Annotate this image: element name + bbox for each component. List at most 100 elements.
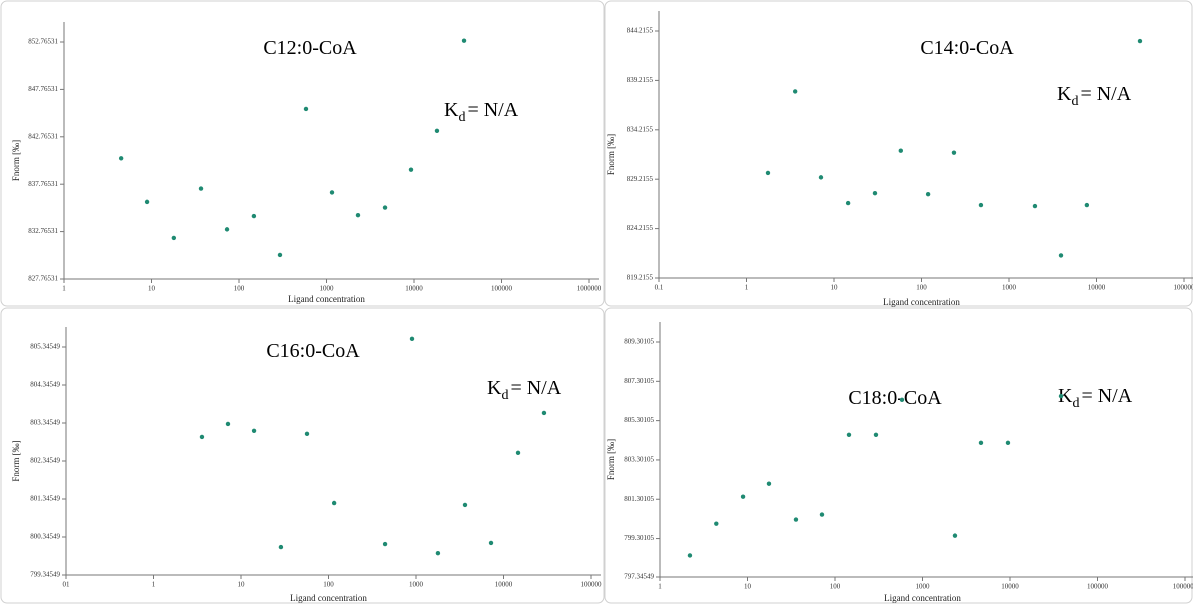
x-tick-label: 1000000 [1173, 583, 1193, 591]
panel-frame [604, 307, 1193, 604]
data-point [225, 421, 231, 427]
data-point [845, 200, 851, 206]
x-tick-label: 1000 [320, 285, 335, 293]
data-point [331, 500, 337, 506]
kd-value: = N/A [1080, 83, 1131, 105]
y-tick-label: 803.30105 [624, 456, 654, 464]
data-point [199, 434, 205, 440]
data-point [488, 540, 494, 546]
data-point [277, 252, 283, 258]
y-tick-label: 807.30105 [624, 377, 654, 385]
y-tick-label: 844.2155 [627, 27, 654, 35]
x-tick-label: 1 [62, 285, 66, 293]
x-axis-label: Ligand concentration [883, 297, 960, 307]
data-point [461, 38, 467, 43]
data-point [1005, 440, 1011, 446]
data-point [409, 336, 415, 342]
x-tick-label: 10 [744, 583, 752, 591]
data-point [171, 235, 177, 241]
kd-annotation: Kd = N/A [487, 377, 562, 403]
kd-annotation: Kd = N/A [1058, 385, 1133, 411]
y-tick-label: 842.76531 [28, 132, 58, 140]
panel-frame [0, 307, 605, 604]
kd-symbol: K [487, 377, 502, 399]
x-tick-label: 10000 [405, 285, 423, 293]
data-point [1084, 202, 1090, 208]
kd-subscript: d [1071, 94, 1078, 109]
data-point [872, 190, 878, 196]
data-point [765, 170, 771, 176]
x-tick-label: 10000 [495, 581, 513, 589]
data-point [1058, 393, 1064, 399]
y-tick-label: 801.30105 [624, 495, 654, 503]
y-tick-label: 829.2155 [627, 175, 654, 183]
panel-frame [604, 0, 1193, 307]
panel-title: C14:0-CoA [920, 37, 1014, 59]
data-point [740, 494, 746, 499]
x-axis-label: Ligand concentration [288, 294, 365, 304]
data-point [382, 205, 388, 210]
scatter-panel: 799.34549 800.34549 801.34549 802.34549 803.… [11, 327, 602, 603]
data-point [793, 517, 799, 522]
x-tick-label: 1 [152, 581, 156, 589]
x-tick-label: 1 [658, 583, 662, 591]
y-tick-label: 847.76531 [28, 85, 58, 93]
kd-annotation: Kd = N/A [444, 99, 519, 125]
kd-annotation: Kd = N/A [1057, 83, 1132, 109]
data-point [251, 428, 257, 434]
data-point [873, 432, 879, 437]
data-point [408, 167, 414, 172]
kd-symbol: K [1057, 83, 1072, 105]
x-tick-label: 100000 [491, 285, 513, 293]
kd-value: = N/A [1081, 385, 1132, 407]
data-point [251, 213, 257, 219]
y-tick-label: 852.76531 [28, 38, 58, 46]
y-axis-label: Fnorm [‰] [606, 439, 616, 480]
x-tick-label: 100000 [1174, 284, 1193, 292]
data-point [687, 553, 693, 558]
y-axis-label: Fnorm [‰] [11, 440, 21, 481]
x-tick-label: 100000 [1087, 583, 1109, 591]
kd-subscript: d [1072, 396, 1079, 411]
data-point [304, 431, 310, 437]
data-point [714, 521, 719, 526]
y-tick-label: 827.76531 [28, 275, 58, 283]
y-axis-label: Fnorm [‰] [11, 140, 21, 181]
kd-subscript: d [501, 388, 508, 403]
data-point [819, 512, 825, 517]
y-tick-label: 832.76531 [28, 227, 58, 235]
y-tick-label: 804.34549 [30, 381, 60, 389]
y-axis-label: Fnorm [‰] [606, 134, 616, 175]
kd-value: = N/A [467, 99, 518, 121]
x-tick-label: 100000 [581, 581, 603, 589]
y-tick-label: 801.34549 [30, 495, 60, 503]
kd-symbol: K [444, 99, 459, 121]
y-tick-label: 803.34549 [30, 419, 60, 427]
y-tick-label: 799.34549 [30, 571, 60, 579]
x-tick-label: 10 [148, 285, 156, 293]
x-axis-label: Ligand concentration [884, 593, 961, 603]
data-point [515, 450, 521, 456]
data-point [1032, 203, 1038, 209]
data-point [434, 128, 440, 133]
data-point [303, 106, 309, 112]
scatter-panel: 797.34549 799.30105 801.30105 803.30105 805.… [606, 322, 1193, 603]
x-tick-label: 100 [323, 581, 334, 589]
data-point [198, 186, 204, 191]
data-point [952, 533, 958, 538]
y-tick-label: 824.2155 [627, 224, 654, 232]
y-tick-label: 805.34549 [30, 343, 60, 351]
data-point [818, 175, 824, 180]
scatter-panel: 819.2155 824.2155 829.2155 834.2155 839.2155… [606, 11, 1193, 307]
x-tick-label: 01 [63, 581, 71, 589]
scatter-panel: 827.76531 832.76531 837.76531 842.76531 847.… [11, 22, 602, 304]
x-tick-label: 100 [830, 583, 841, 591]
data-point [766, 481, 772, 486]
data-point [224, 227, 230, 232]
data-point [978, 440, 984, 446]
data-point [846, 432, 852, 437]
y-tick-label: 802.34549 [30, 457, 60, 465]
data-point [951, 150, 957, 155]
data-point [1137, 38, 1143, 44]
